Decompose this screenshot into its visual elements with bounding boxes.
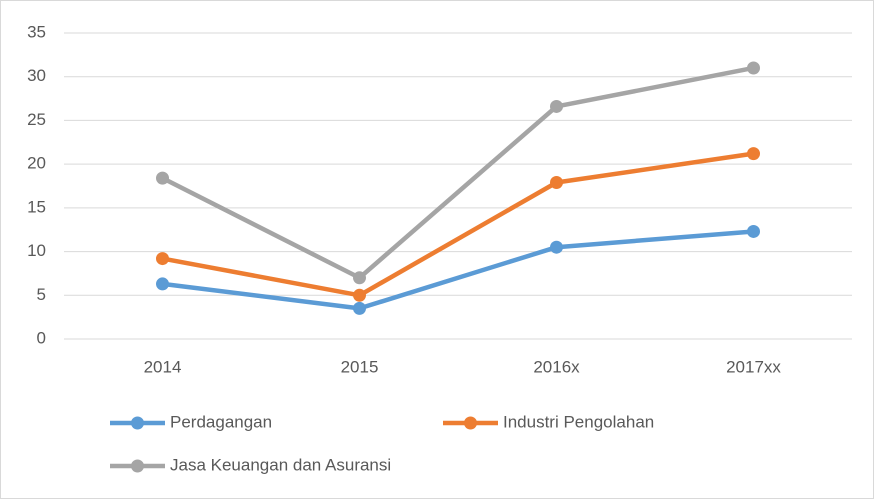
x-tick-label: 2016x bbox=[533, 357, 580, 376]
y-tick-label: 15 bbox=[27, 197, 46, 216]
legend-marker bbox=[464, 416, 477, 430]
point bbox=[353, 288, 366, 302]
legend-marker bbox=[131, 416, 144, 430]
point bbox=[156, 277, 169, 291]
x-tick-label: 2014 bbox=[144, 357, 182, 376]
point bbox=[747, 147, 760, 161]
y-tick-label: 10 bbox=[27, 241, 46, 260]
point bbox=[353, 271, 366, 285]
point bbox=[353, 301, 366, 315]
x-tick-label: 2015 bbox=[341, 357, 379, 376]
point bbox=[550, 99, 563, 113]
legend-label: Jasa Keuangan dan Asuransi bbox=[170, 455, 391, 474]
y-tick-label: 0 bbox=[37, 328, 46, 347]
y-tick-label: 20 bbox=[27, 154, 46, 173]
point bbox=[747, 61, 760, 75]
point bbox=[550, 240, 563, 254]
y-tick-label: 30 bbox=[27, 66, 46, 85]
point bbox=[747, 224, 760, 238]
y-tick-label: 5 bbox=[37, 285, 46, 304]
x-tick-label: 2017xx bbox=[726, 357, 781, 376]
point bbox=[550, 176, 563, 190]
legend-label: Perdagangan bbox=[170, 412, 272, 431]
y-tick-label: 35 bbox=[27, 22, 46, 41]
legend-label: Industri Pengolahan bbox=[503, 412, 654, 431]
legend-marker bbox=[131, 459, 144, 473]
series-line bbox=[162, 151, 754, 298]
y-tick-label: 25 bbox=[27, 110, 46, 129]
point bbox=[156, 252, 169, 266]
series-line bbox=[161, 65, 754, 281]
series-line bbox=[162, 229, 754, 311]
point bbox=[156, 171, 169, 185]
